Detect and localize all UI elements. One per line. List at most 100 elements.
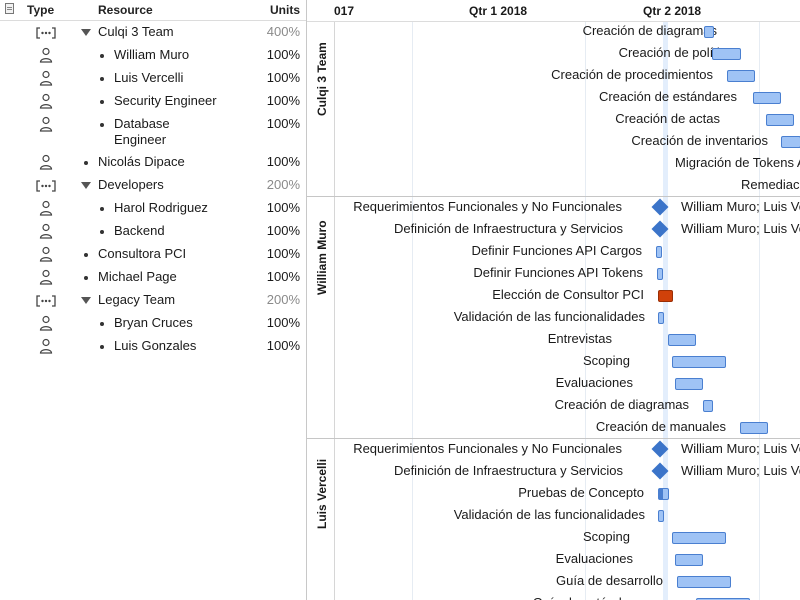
resource-row[interactable]: Security Engineer 100%	[0, 93, 306, 111]
disclosure-triangle-icon[interactable]	[81, 29, 91, 36]
disclosure-triangle-icon[interactable]	[81, 182, 91, 189]
task-label[interactable]: Creación de estándares	[598, 89, 737, 104]
resource-name[interactable]: Database	[114, 116, 170, 131]
task-bar[interactable]	[656, 246, 662, 258]
task-label[interactable]: Validación de las funcionalidades	[453, 309, 645, 324]
task-bar[interactable]	[753, 92, 781, 104]
task-bar[interactable]	[727, 70, 755, 82]
units-value[interactable]: 100%	[266, 223, 300, 238]
resource-group-row[interactable]: Culqi 3 Team 400%	[0, 24, 306, 42]
task-label[interactable]: Migración de Tokens A	[675, 155, 800, 170]
milestone-marker[interactable]	[651, 462, 669, 480]
resource-group-row[interactable]: Developers 200%	[0, 177, 306, 195]
task-bar[interactable]	[668, 334, 696, 346]
task-label[interactable]: Creación de procedimientos	[551, 67, 713, 82]
task-label[interactable]: Requerimientos Funcionales y No Funciona…	[353, 441, 622, 456]
task-label[interactable]: Definir Funciones API Tokens	[473, 265, 643, 280]
task-bar[interactable]	[675, 554, 703, 566]
task-bar[interactable]	[672, 356, 726, 368]
task-label[interactable]: Definir Funciones API Cargos	[471, 243, 642, 258]
resource-row[interactable]: William Muro 100%	[0, 47, 306, 65]
task-label[interactable]: Creación de manuales	[595, 419, 726, 434]
task-bar[interactable]	[703, 400, 713, 412]
task-label[interactable]: Creación de diagramas	[554, 397, 689, 412]
resource-row[interactable]: Luis Vercelli 100%	[0, 70, 306, 88]
task-label[interactable]: Scoping	[583, 529, 630, 544]
task-bar[interactable]	[658, 510, 664, 522]
resource-name[interactable]: Luis Gonzales	[114, 338, 197, 353]
task-bar[interactable]	[675, 378, 703, 390]
milestone-marker[interactable]	[651, 198, 669, 216]
resource-name[interactable]: Bryan Cruces	[114, 315, 193, 330]
resource-name[interactable]: Backend	[114, 223, 165, 238]
resource-row[interactable]: Harol Rodriguez 100%	[0, 200, 306, 218]
task-label[interactable]: Scoping	[583, 353, 630, 368]
task-bar[interactable]	[712, 48, 741, 60]
units-value[interactable]: 100%	[266, 47, 300, 62]
task-bar[interactable]	[740, 422, 768, 434]
units-value[interactable]: 100%	[266, 246, 300, 261]
disclosure-triangle-icon[interactable]	[81, 297, 91, 304]
task-bar[interactable]	[781, 136, 800, 148]
task-label[interactable]: Entrevistas	[547, 331, 612, 346]
task-bar[interactable]	[658, 488, 669, 500]
task-label[interactable]: Creación de políticas	[618, 45, 740, 60]
task-bar[interactable]	[696, 598, 750, 600]
resource-name[interactable]: William Muro	[114, 47, 190, 62]
units-value[interactable]: 100%	[266, 200, 300, 215]
task-bar[interactable]	[658, 312, 664, 324]
resource-name[interactable]: Harol Rodriguez	[114, 200, 208, 215]
resource-group-row[interactable]: Legacy Team 200%	[0, 292, 306, 310]
task-bar[interactable]	[766, 114, 794, 126]
units-value[interactable]: 100%	[266, 93, 300, 108]
resource-name[interactable]: Culqi 3 Team	[98, 24, 174, 39]
document-icon[interactable]	[5, 3, 14, 14]
units-value[interactable]: 100%	[266, 315, 300, 330]
units-value[interactable]: 100%	[266, 154, 300, 169]
task-bar[interactable]	[672, 532, 726, 544]
task-label[interactable]: Evaluaciones	[555, 375, 633, 390]
task-label[interactable]: Pruebas de Concepto	[518, 485, 644, 500]
task-bar[interactable]	[704, 26, 714, 38]
task-label[interactable]: Evaluaciones	[555, 551, 633, 566]
task-label[interactable]: Creación de diagramas	[582, 23, 717, 38]
resource-name[interactable]: Luis Vercelli	[114, 70, 184, 85]
type-column-header[interactable]: Type	[27, 3, 55, 17]
units-value[interactable]: 100%	[266, 269, 300, 284]
pane-divider[interactable]	[306, 0, 307, 600]
units-value[interactable]: 100%	[266, 338, 300, 353]
resource-name[interactable]: Legacy Team	[98, 292, 176, 307]
task-label[interactable]: Definición de Infraestructura y Servicio…	[393, 221, 623, 236]
units-value[interactable]: 200%	[266, 292, 300, 307]
resource-row[interactable]: Database Engineer 100%	[0, 116, 306, 152]
task-label[interactable]: Requerimientos Funcionales y No Funciona…	[353, 199, 622, 214]
task-label[interactable]: Guía de estándares	[533, 595, 647, 600]
resource-row[interactable]: Michael Page 100%	[0, 269, 306, 287]
resource-name[interactable]: Developers	[98, 177, 164, 192]
task-label[interactable]: Creación de inventarios	[631, 133, 768, 148]
resource-name[interactable]: Nicolás Dipace	[98, 154, 185, 169]
task-label[interactable]: Creación de actas	[615, 111, 720, 126]
resource-row[interactable]: Bryan Cruces 100%	[0, 315, 306, 333]
milestone-marker[interactable]	[651, 440, 669, 458]
task-label[interactable]: Definición de Infraestructura y Servicio…	[393, 463, 623, 478]
task-bar[interactable]	[658, 290, 673, 302]
units-value[interactable]: 200%	[266, 177, 300, 192]
milestone-marker[interactable]	[651, 220, 669, 238]
resource-row[interactable]: Backend 100%	[0, 223, 306, 241]
resource-name-line2[interactable]: Engineer	[114, 132, 167, 147]
task-bar[interactable]	[657, 268, 663, 280]
resource-row[interactable]: Nicolás Dipace 100%	[0, 154, 306, 172]
resource-name[interactable]: Michael Page	[98, 269, 177, 284]
resource-row[interactable]: Luis Gonzales 100%	[0, 338, 306, 356]
task-label[interactable]: Guía de desarrollo	[556, 573, 663, 588]
resource-name[interactable]: Security Engineer	[114, 93, 217, 108]
units-value[interactable]: 100%	[266, 116, 300, 131]
units-column-header[interactable]: Units	[270, 3, 300, 17]
task-label[interactable]: Validación de las funcionalidades	[453, 507, 645, 522]
resource-column-header[interactable]: Resource	[98, 3, 153, 17]
units-value[interactable]: 100%	[266, 70, 300, 85]
resource-row[interactable]: Consultora PCI 100%	[0, 246, 306, 264]
task-label[interactable]: Remediac	[741, 177, 800, 192]
task-bar[interactable]	[677, 576, 731, 588]
